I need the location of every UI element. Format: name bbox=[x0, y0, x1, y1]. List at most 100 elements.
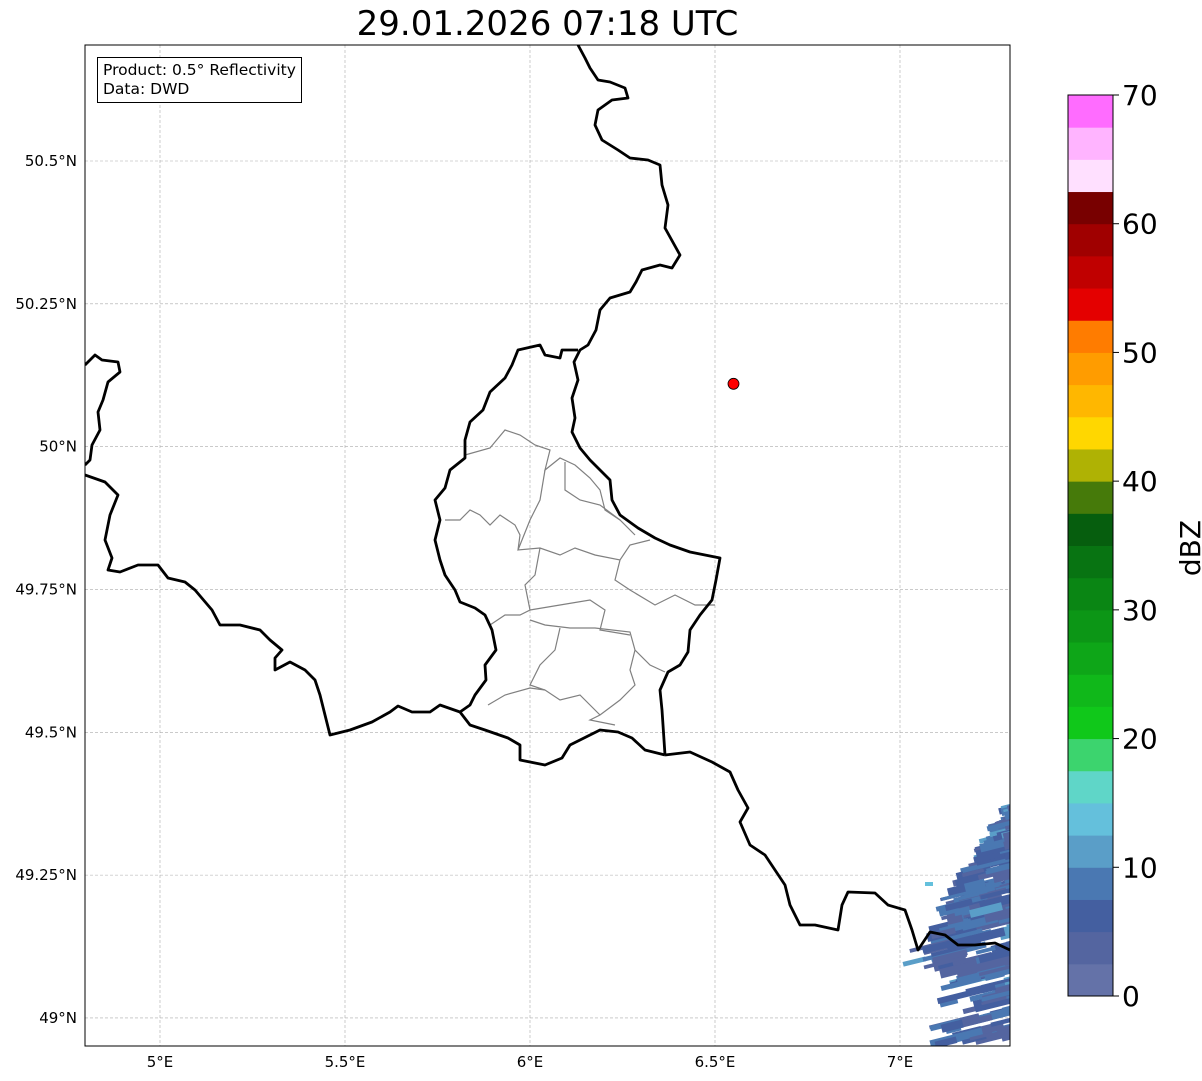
colorbar: 0 10 20 30 40 50 60 70 dBZ bbox=[1067, 79, 1202, 1013]
echo-cell bbox=[1011, 906, 1035, 917]
colorbar-bin bbox=[1068, 191, 1113, 225]
lat-tick-label: 50.25°N bbox=[15, 295, 77, 313]
colorbar-bin bbox=[1068, 320, 1113, 353]
echo-cell bbox=[999, 927, 1010, 941]
echo-cell bbox=[1013, 968, 1040, 981]
echo-cell bbox=[1011, 805, 1028, 815]
echo-cell bbox=[1011, 884, 1062, 902]
echo-cell bbox=[1006, 898, 1010, 915]
echo-cell bbox=[984, 970, 1005, 982]
echo-cell bbox=[1013, 1029, 1068, 1046]
radar-site-marker[interactable] bbox=[727, 377, 740, 390]
colorbar-bin bbox=[1068, 802, 1113, 836]
echo-cell bbox=[986, 862, 1010, 873]
echo-cell bbox=[1003, 799, 1010, 821]
colorbar-label: dBZ bbox=[1174, 520, 1202, 576]
lon-tick-label: 5.5°E bbox=[325, 1053, 366, 1071]
echo-cell bbox=[1013, 865, 1029, 874]
echo-cell bbox=[999, 844, 1010, 855]
echo-cell bbox=[1003, 829, 1010, 850]
echo-cell bbox=[986, 812, 1010, 832]
echo-cell bbox=[940, 976, 982, 991]
echo-cell bbox=[1008, 983, 1010, 994]
echo-cell bbox=[969, 1031, 993, 1041]
echo-cell bbox=[953, 905, 971, 918]
colorbar-tick-label: 20 bbox=[1122, 723, 1158, 756]
echo-cell bbox=[932, 949, 968, 964]
echo-cell bbox=[990, 1014, 1010, 1027]
colorbar-bin bbox=[1068, 867, 1113, 900]
echo-cell bbox=[930, 927, 956, 940]
colorbar-tick-label: 0 bbox=[1122, 980, 1140, 1013]
echo-cell bbox=[1006, 800, 1010, 820]
echo-cell bbox=[961, 868, 985, 878]
echo-cell bbox=[1005, 801, 1010, 817]
axis-ticks: 5°E 5.5°E 6°E 6.5°E 7°E 50.5°N 50.25°N 50°N 49.7… bbox=[15, 152, 913, 1071]
echo-cell bbox=[958, 1013, 993, 1029]
radar-echoes bbox=[902, 795, 1068, 1048]
echo-cell bbox=[974, 994, 1010, 1013]
echo-cell bbox=[1006, 798, 1010, 812]
colorbar-bin bbox=[1068, 963, 1113, 997]
echo-cell bbox=[1006, 913, 1010, 931]
echo-cell bbox=[992, 905, 1010, 918]
colorbar-bin bbox=[1068, 577, 1113, 611]
colorbar-bin bbox=[1068, 159, 1113, 193]
data-source-label: Data: DWD bbox=[103, 80, 190, 98]
lon-tick-label: 7°E bbox=[887, 1053, 914, 1071]
echo-cell bbox=[1014, 806, 1041, 820]
echo-cell bbox=[902, 956, 927, 967]
lat-tick-label: 50°N bbox=[39, 438, 77, 456]
colorbar-tick-label: 60 bbox=[1122, 208, 1158, 241]
echo-cell bbox=[1009, 988, 1010, 1010]
echo-cell bbox=[978, 963, 1010, 977]
lat-tick-label: 49.25°N bbox=[15, 866, 77, 884]
colorbar-bin bbox=[1068, 223, 1113, 257]
country-borders bbox=[85, 45, 1010, 952]
colorbar-bin bbox=[1068, 127, 1113, 160]
echo-cell bbox=[1012, 952, 1065, 968]
echo-cell bbox=[1010, 894, 1026, 903]
echo-cell bbox=[1011, 855, 1027, 865]
echo-cell bbox=[1013, 958, 1045, 973]
echo-cell bbox=[1003, 966, 1010, 986]
echo-cell bbox=[1010, 866, 1067, 883]
echo-cell bbox=[992, 866, 1010, 884]
info-box: Product: 0.5° Reflectivity Data: DWD bbox=[97, 57, 302, 103]
echo-cell bbox=[1011, 1034, 1042, 1048]
echo-cell bbox=[980, 885, 1010, 900]
lat-tick-label: 50.5°N bbox=[25, 152, 77, 170]
colorbar-bin bbox=[1068, 255, 1113, 289]
colorbar-tick-label: 10 bbox=[1122, 851, 1158, 884]
echo-cell bbox=[971, 914, 1010, 933]
colorbar-bin bbox=[1068, 448, 1113, 482]
colorbar-bin bbox=[1068, 931, 1113, 965]
echo-cell bbox=[998, 914, 1010, 925]
canton-borders bbox=[445, 429, 715, 726]
echo-cell bbox=[1014, 835, 1034, 847]
echo-cell bbox=[923, 955, 967, 970]
echo-cell bbox=[941, 883, 1000, 901]
echo-cell bbox=[1005, 812, 1010, 825]
echo-cell bbox=[1012, 1017, 1058, 1036]
echo-cell bbox=[1003, 864, 1010, 884]
lon-tick-label: 6°E bbox=[517, 1053, 544, 1071]
echo-cell bbox=[1007, 835, 1010, 853]
colorbar-bin bbox=[1068, 352, 1113, 386]
echo-cell bbox=[1004, 866, 1010, 888]
echo-cell bbox=[1006, 877, 1010, 894]
colorbar-tick-label: 70 bbox=[1122, 79, 1158, 112]
echo-cell bbox=[1012, 978, 1032, 990]
echo-cell bbox=[954, 874, 980, 889]
colorbar-bin bbox=[1068, 481, 1113, 514]
colorbar-frame bbox=[1067, 94, 1114, 997]
colorbar-bin bbox=[1068, 642, 1113, 675]
echo-cell bbox=[1004, 843, 1010, 861]
echo-cell bbox=[1011, 935, 1032, 946]
echo-cell bbox=[1009, 827, 1010, 845]
echo-cell bbox=[978, 948, 1010, 965]
lat-tick-label: 49.5°N bbox=[25, 723, 77, 741]
colorbar-bin bbox=[1068, 706, 1113, 740]
